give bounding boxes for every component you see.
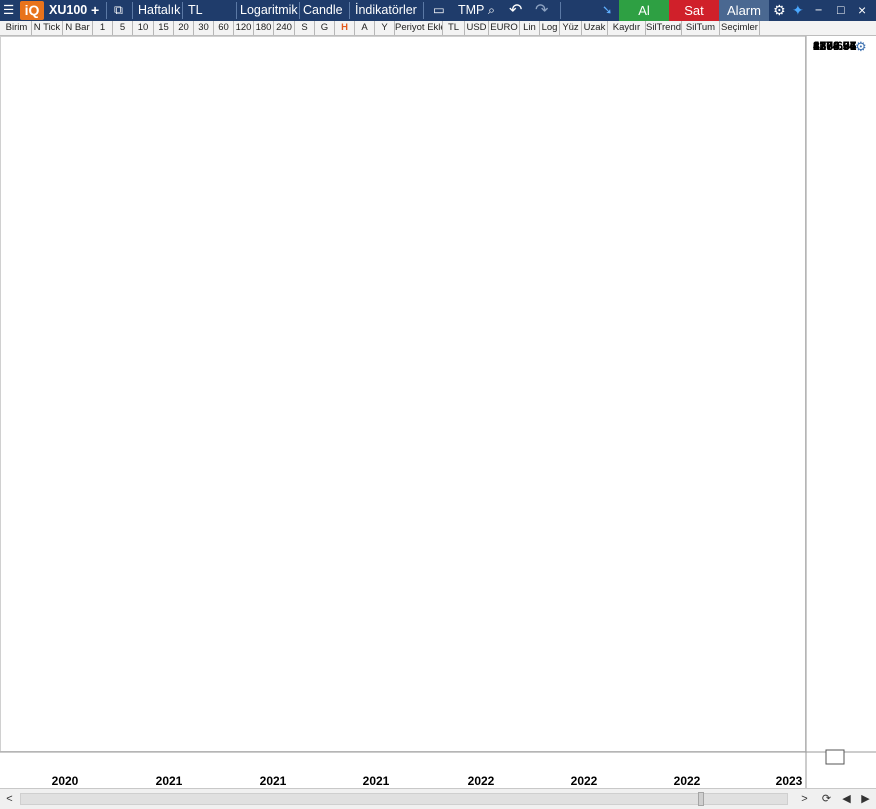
scroll-right-button[interactable]: > (801, 793, 808, 805)
option-15[interactable]: 15 (154, 21, 174, 35)
undo-icon[interactable]: ↶ (509, 2, 523, 19)
screenshot-icon[interactable] (825, 749, 845, 765)
x-axis-label: 2023 (776, 774, 803, 788)
horizontal-scrollbar[interactable]: < > ⟳ ◀ ▶ (0, 788, 876, 809)
refresh-icon[interactable]: ⟳ (821, 793, 832, 805)
option-siltrend[interactable]: SilTrend (646, 21, 682, 35)
alarm-button[interactable]: Alarm (719, 0, 769, 21)
x-axis-label: 2021 (260, 774, 287, 788)
option-h[interactable]: H (335, 21, 355, 35)
option-s[interactable]: S (295, 21, 315, 35)
next-button[interactable]: ▶ (861, 793, 870, 805)
scale-selector[interactable]: Logaritmik (240, 3, 298, 17)
previous-button[interactable]: ◀ (842, 793, 851, 805)
y-axis-label: 3368.61 (813, 39, 857, 53)
cursor-tool-icon[interactable]: ➘ (602, 3, 613, 17)
zoom-search-icon[interactable]: ⌕ (488, 3, 496, 17)
x-axis-label: 2021 (363, 774, 390, 788)
option-g[interactable]: G (315, 21, 335, 35)
external-link-icon[interactable]: ⧉ (114, 3, 123, 17)
option-20[interactable]: 20 (174, 21, 194, 35)
option-y[interactable]: Y (375, 21, 395, 35)
scroll-track[interactable] (20, 793, 788, 805)
option-tl[interactable]: TL (443, 21, 465, 35)
option-kaydır[interactable]: Kaydır (608, 21, 646, 35)
option-usd[interactable]: USD (465, 21, 489, 35)
option-n-tick[interactable]: N Tick (32, 21, 63, 35)
price-chart[interactable]: 6799.96 4786.07 3368.61 2370.95 1668.77 1174.… (0, 36, 876, 788)
x-axis-label: 2022 (674, 774, 701, 788)
option-30[interactable]: 30 (194, 21, 214, 35)
option-log[interactable]: Log (540, 21, 560, 35)
option-1[interactable]: 1 (93, 21, 113, 35)
x-axis-label: 2022 (571, 774, 598, 788)
y-axis-label: 2370.95 (813, 39, 857, 53)
scroll-thumb[interactable] (698, 792, 704, 806)
close-button[interactable]: × (858, 2, 867, 18)
y-axis-label: 4786.07 (813, 39, 857, 53)
x-axis-label: 2021 (156, 774, 183, 788)
minimize-button[interactable]: − (815, 3, 823, 17)
chart-style-selector[interactable]: Candle (303, 3, 343, 17)
option-siltum[interactable]: SilTum (682, 21, 720, 35)
option-5[interactable]: 5 (113, 21, 133, 35)
option-lin[interactable]: Lin (520, 21, 540, 35)
y-axis-label: 6799.96 (813, 39, 857, 53)
option-10[interactable]: 10 (133, 21, 154, 35)
x-axis-label: 2020 (52, 774, 79, 788)
period-selector[interactable]: Haftalık (138, 3, 181, 17)
top-toolbar: ☰ iQ XU100 + ⧉ Haftalık TL Logaritmik Ca… (0, 0, 876, 21)
chart-settings-gear-icon[interactable]: ⚙ (855, 40, 867, 55)
iq-logo-icon: iQ (20, 1, 44, 20)
option-a[interactable]: A (355, 21, 375, 35)
option-60[interactable]: 60 (214, 21, 234, 35)
add-symbol-button[interactable]: + (91, 2, 100, 18)
option-birim[interactable]: Birim (2, 21, 32, 35)
option-yüz[interactable]: Yüz (560, 21, 582, 35)
plot-frame (0, 36, 806, 752)
scroll-left-button[interactable]: < (6, 793, 13, 805)
option-120[interactable]: 120 (234, 21, 254, 35)
maximize-button[interactable]: □ (837, 3, 845, 17)
chart-options-bar: Birim N Tick N Bar 1 5 10 15 20 30 60 120 180 240 S G H… (0, 21, 876, 36)
option-uzak[interactable]: Uzak (582, 21, 608, 35)
symbol-selector[interactable]: XU100 (49, 3, 88, 17)
y-axis-label: 1668.77 (813, 39, 857, 53)
sell-button[interactable]: Sat (669, 0, 719, 21)
option-n-bar[interactable]: N Bar (63, 21, 93, 35)
folder-open-icon[interactable]: ▭ (433, 3, 445, 17)
gear-icon[interactable]: ⚙ (773, 2, 786, 18)
candlestick-chart[interactable]: 6799.964786.073368.612370.951668.771174.… (0, 36, 876, 788)
currency-selector[interactable]: TL (188, 3, 203, 17)
menu-icon[interactable]: ☰ (3, 3, 15, 17)
option-seçimler[interactable]: Seçimler (720, 21, 760, 35)
option-240[interactable]: 240 (274, 21, 295, 35)
option-periyot-ekle[interactable]: Periyot Ekle (395, 21, 443, 35)
x-axis-label: 2022 (468, 774, 495, 788)
redo-icon[interactable]: ↷ (535, 2, 549, 19)
indicators-menu[interactable]: İndikatörler (355, 3, 417, 17)
y-axis-label: 1174.54 (813, 39, 856, 53)
option-euro[interactable]: EURO (489, 21, 520, 35)
buy-button[interactable]: Al (619, 0, 669, 21)
option-180[interactable]: 180 (254, 21, 274, 35)
template-button[interactable]: TMP (458, 3, 485, 17)
twitter-icon[interactable]: ✦ (792, 2, 804, 18)
y-axis-label: 826.63 (813, 39, 850, 53)
